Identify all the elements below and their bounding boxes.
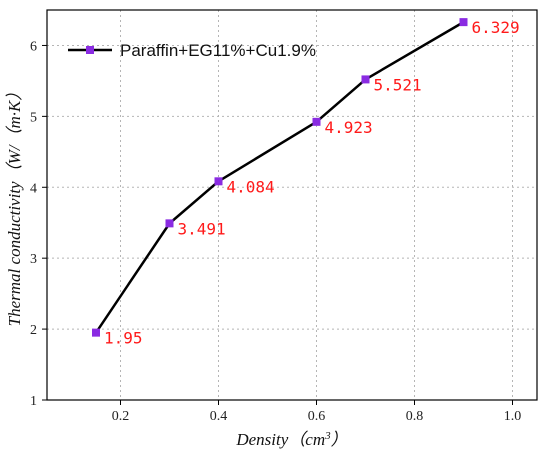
data-point <box>165 219 174 228</box>
x-tick-label: 0.6 <box>308 409 326 424</box>
data-point <box>92 328 100 337</box>
legend-marker <box>86 46 94 54</box>
y-tick-label: 3 <box>30 252 37 267</box>
y-axis-label: Thermal conductivity（W/（m·K） <box>5 84 24 327</box>
x-axis-label-close: ） <box>331 430 348 449</box>
x-tick-label: 1.0 <box>504 409 522 424</box>
plot-frame <box>46 9 538 401</box>
data-label: 5.521 <box>374 75 422 94</box>
x-tick-label: 0.8 <box>406 409 424 424</box>
series-line <box>94 21 465 334</box>
legend-label: Paraffin+EG11%+Cu1.9% <box>120 41 316 60</box>
y-tick-label: 5 <box>30 110 37 125</box>
data-label: 4.923 <box>325 118 373 137</box>
y-tick-label: 1 <box>30 394 37 409</box>
x-axis-label: Density（cm3） <box>235 430 347 449</box>
y-tick-label: 6 <box>30 39 37 54</box>
x-tick-label: 0.2 <box>112 409 130 424</box>
series-layer <box>92 18 468 337</box>
axis-ticks: 0.2 0.4 0.6 0.8 1.0 1 2 3 4 5 6 <box>30 39 521 424</box>
legend: Paraffin+EG11%+Cu1.9% <box>68 41 316 60</box>
x-axis-label-sup: 3 <box>324 430 331 442</box>
y-tick-label: 4 <box>30 181 37 196</box>
x-axis-label-text: Density（cm <box>235 430 325 449</box>
data-point <box>312 117 321 126</box>
grid <box>47 10 537 400</box>
data-label: 3.491 <box>178 219 226 238</box>
data-labels: 1.95 3.491 4.084 4.923 5.521 6.329 <box>104 18 520 348</box>
data-label: 4.084 <box>227 177 275 196</box>
data-label: 1.95 <box>104 329 143 348</box>
data-point <box>361 75 370 84</box>
x-tick-label: 0.4 <box>210 409 228 424</box>
data-point <box>214 177 223 186</box>
y-tick-label: 2 <box>30 323 37 338</box>
data-label: 6.329 <box>472 18 520 37</box>
data-point <box>459 18 468 27</box>
